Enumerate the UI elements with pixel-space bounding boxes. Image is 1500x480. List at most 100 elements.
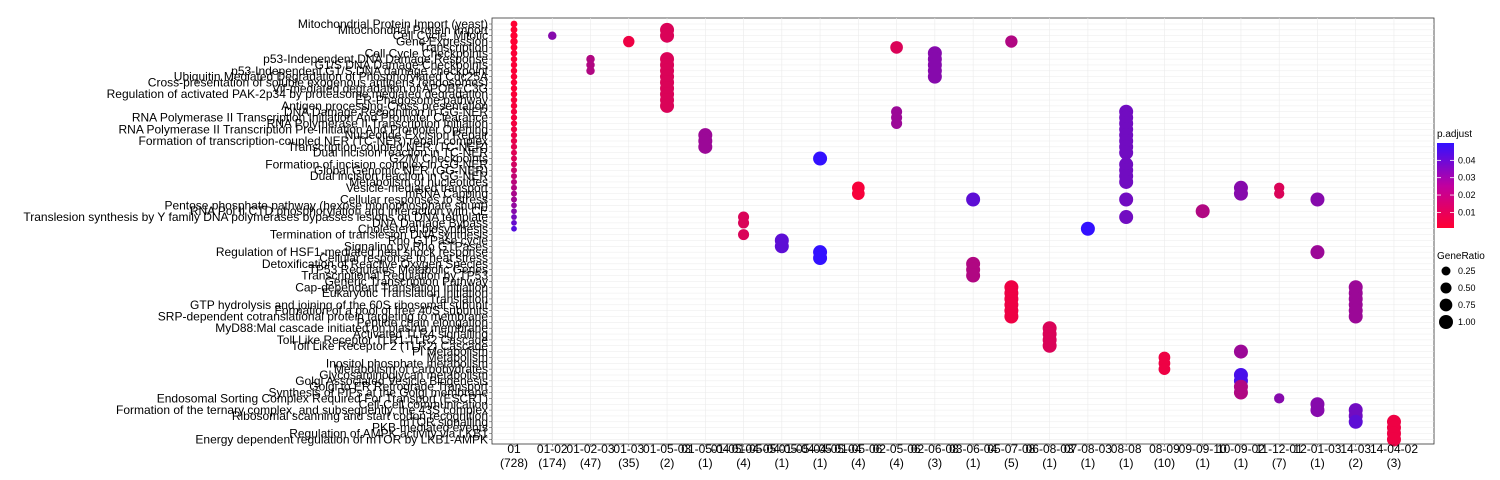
y-term-label: Glycosaminoglycan metabolism (319, 368, 488, 382)
y-term-label: Dual incision reaction in TC-NER (313, 146, 489, 160)
x-category-count: (1) (1234, 456, 1249, 470)
x-category-count: (4) (851, 456, 866, 470)
color-tick-label: 0.04 (1458, 155, 1476, 165)
data-point (1348, 414, 1363, 429)
data-point (586, 60, 595, 70)
data-point (510, 90, 518, 98)
data-point (1386, 432, 1401, 447)
y-term-label: Regulation of AMPK activity via LKB1 (289, 427, 488, 441)
y-term-label: Regulation of activated PAK-2p34 by prot… (107, 87, 488, 101)
y-term-label: Endosomal Sorting Complex Required For T… (157, 391, 488, 405)
y-term-label: Termination of translesion DNA synthesis (270, 228, 488, 242)
y-term-label: SRP-dependent cotranslational protein ta… (158, 310, 489, 324)
data-point (511, 155, 517, 162)
color-tick-label: 0.02 (1458, 190, 1476, 200)
y-term-label: Rho GTPase cycle (388, 233, 488, 247)
data-point (510, 132, 518, 139)
x-category-label: 01-03 (613, 442, 644, 456)
y-term-label: Metabolism of carbohydrates (334, 362, 488, 376)
data-point (1080, 221, 1095, 236)
x-category-label: 11-12-01 (1256, 442, 1303, 456)
size-legend-title: GeneRatio (1437, 251, 1485, 262)
data-point (511, 173, 517, 180)
x-category-label: 01 (507, 442, 521, 456)
data-point (511, 167, 517, 174)
x-category-count: (47) (580, 456, 601, 470)
data-point (852, 187, 865, 200)
x-category-label: 01-05-06 (834, 442, 882, 456)
y-term-label: Toll Like Receptor 2 (TLR2) Cascade (291, 339, 488, 353)
x-category-label: 06-08-03 (1026, 442, 1074, 456)
x-category-count: (2) (1348, 456, 1363, 470)
data-point (511, 184, 517, 191)
data-point (511, 190, 517, 197)
y-term-label: Cell Cycle, Mitotic (393, 29, 488, 43)
y-term-label: Transcriptional Regulation by TP53 (301, 269, 488, 283)
data-point (660, 28, 675, 43)
x-category-count: (728) (500, 456, 528, 470)
data-point (510, 114, 518, 121)
y-term-label: Gene Expression (396, 35, 488, 49)
data-point (1119, 174, 1134, 189)
data-point (813, 251, 828, 265)
data-point (510, 143, 518, 150)
data-point (966, 268, 981, 283)
y-term-label: MyD88:Mal cascade initiated on plasma me… (215, 321, 488, 335)
y-term-label: Generic Transcription Pathway (325, 274, 488, 288)
y-term-label: Cholesterol biosynthesis (358, 222, 488, 236)
data-point (1119, 192, 1134, 207)
data-point (813, 151, 828, 166)
data-point (510, 96, 518, 104)
color-tick-label: 0.03 (1458, 173, 1476, 183)
data-point (510, 61, 518, 69)
y-term-label: Nucleotide Excision Repair (345, 128, 488, 142)
x-category-label: 01-05-04-05-04 (779, 442, 862, 456)
data-point (510, 102, 518, 110)
data-point (510, 126, 518, 133)
y-term-label: Global Genomic NER (GG-NER) (314, 163, 488, 177)
y-term-label: Detoxification of Reactive Oxygen Specie… (262, 257, 488, 271)
x-category-count: (2) (660, 456, 675, 470)
y-term-label: Translesion synthesis by Y family DNA po… (23, 210, 488, 224)
y-term-label: Transcription (419, 40, 488, 54)
data-point (1119, 145, 1134, 160)
y-term-label: DNA Damage Recognition in GG-NER (284, 105, 488, 119)
x-category-count: (4) (889, 456, 904, 470)
y-term-label: Metabolism of nucleotides (349, 175, 488, 189)
y-term-label: Inositol phosphate metabolism (326, 356, 488, 370)
data-point (1233, 344, 1248, 359)
y-term-label: Cross-presentation of soluble exogenous … (148, 76, 488, 90)
data-point (586, 66, 595, 76)
data-point (623, 35, 635, 48)
y-term-label: DNA Damage Bypass (372, 216, 488, 230)
y-term-label: Cell Cycle Checkpoints (365, 46, 488, 60)
data-point (1274, 393, 1285, 404)
data-point (511, 225, 517, 232)
data-point (927, 69, 942, 84)
y-term-label: Cap-dependent Translation Initiation (295, 280, 488, 294)
size-legend-dot (1439, 315, 1453, 329)
x-category-count: (1) (1310, 456, 1325, 470)
x-category-count: (1) (813, 456, 828, 470)
y-term-label: PI Metabolism (412, 345, 488, 359)
data-point (510, 32, 518, 40)
y-term-label: ER-Phagosome pathway (355, 93, 488, 107)
x-category-label: 01-05-03 (643, 442, 691, 456)
x-category-count: (3) (928, 456, 943, 470)
color-tick-label: 0.01 (1458, 207, 1476, 217)
data-points (510, 20, 1401, 447)
y-term-label: Energy dependent regulation of mTOR by L… (195, 432, 488, 446)
y-term-label: TP53 Regulates Metabolic Genes (309, 263, 488, 277)
data-point (774, 239, 789, 254)
y-term-label: Translation (429, 292, 488, 306)
data-point (1005, 35, 1018, 48)
x-category-label: 14-04-02 (1370, 442, 1418, 456)
data-point (738, 229, 750, 241)
size-legend-dot (1440, 282, 1452, 294)
x-category-count: (1) (1081, 456, 1096, 470)
y-term-label: GTP hydrolysis and joining of the 60S ri… (190, 298, 489, 312)
plot-panel (491, 17, 1435, 445)
x-category-count: (5) (1004, 456, 1019, 470)
y-term-label: p53-Independent G1/S DNA damage checkpoi… (231, 64, 489, 78)
data-point (548, 31, 557, 40)
